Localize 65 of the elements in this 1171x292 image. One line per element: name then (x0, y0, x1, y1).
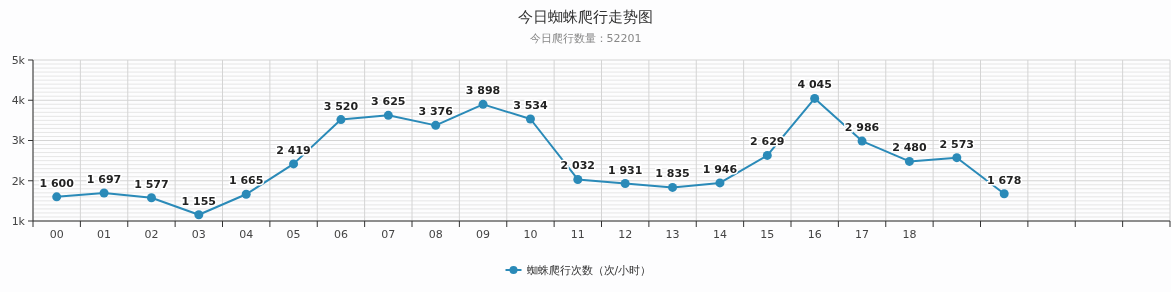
data-label: 1 155 (181, 194, 217, 208)
x-tick-label: 18 (902, 228, 917, 241)
x-tick-label: 13 (665, 228, 680, 241)
x-tick-label: 05 (286, 228, 301, 241)
point (857, 136, 867, 146)
point (904, 156, 914, 166)
x-tick-label: 03 (191, 228, 206, 241)
x-tick-label: 10 (523, 228, 538, 241)
point (431, 120, 441, 130)
x-tick-label: 08 (428, 228, 443, 241)
point (52, 192, 62, 202)
point (525, 114, 535, 124)
data-label: 1 931 (607, 163, 643, 177)
data-label: 2 480 (892, 141, 927, 155)
x-tick-label: 04 (239, 228, 254, 241)
data-label: 3 625 (371, 95, 406, 109)
x-tick-label: 09 (476, 228, 491, 241)
point (289, 159, 299, 169)
point (952, 153, 962, 163)
data-label: 1 577 (134, 177, 169, 191)
point (999, 189, 1009, 199)
x-tick-label: 16 (807, 228, 822, 241)
x-tick-label: 17 (855, 228, 870, 241)
data-label: 4 045 (797, 78, 832, 92)
data-label: 3 520 (323, 99, 359, 113)
data-label: 1 697 (86, 172, 122, 186)
data-label: 2 573 (939, 137, 975, 151)
data-label: 3 376 (418, 105, 454, 119)
chart-title: 今日蜘蛛爬行走势图 (518, 8, 653, 26)
data-label: 1 665 (228, 174, 264, 188)
x-tick-label: 02 (144, 228, 159, 241)
x-tick-label: 15 (760, 228, 775, 241)
point (336, 115, 346, 125)
point (146, 193, 156, 203)
data-label: 1 600 (39, 176, 75, 190)
y-tick-label: 5k (11, 53, 26, 67)
y-tick-label: 2k (11, 174, 26, 188)
data-label: 2 032 (560, 159, 596, 173)
chart-subtitle: 今日爬行数量：52201 (529, 32, 642, 45)
y-tick-label: 3k (11, 134, 26, 148)
x-tick-label: 06 (333, 228, 348, 241)
y-tick-label: 1k (11, 214, 26, 228)
point (620, 179, 630, 189)
point (383, 110, 393, 120)
legend-label: 蜘蛛爬行次数（次/小时） (526, 263, 652, 277)
x-tick-label: 11 (570, 228, 585, 241)
point (762, 150, 772, 160)
point (194, 210, 204, 220)
point (241, 189, 251, 199)
data-label: 1 835 (655, 167, 690, 181)
y-tick-label: 4k (11, 94, 26, 108)
x-tick-label: 07 (381, 228, 396, 241)
point (810, 93, 820, 103)
data-label: 3 534 (513, 99, 548, 113)
x-tick-label: 00 (49, 228, 64, 241)
point (478, 99, 488, 109)
point (668, 182, 678, 192)
point (715, 178, 725, 188)
x-tick-label: 14 (712, 228, 727, 241)
point (573, 174, 583, 184)
x-tick-label: 01 (97, 228, 112, 241)
data-label: 1 946 (702, 162, 738, 176)
x-tick-label: 12 (618, 228, 633, 241)
point (99, 188, 109, 198)
data-label: 3 898 (465, 84, 501, 98)
